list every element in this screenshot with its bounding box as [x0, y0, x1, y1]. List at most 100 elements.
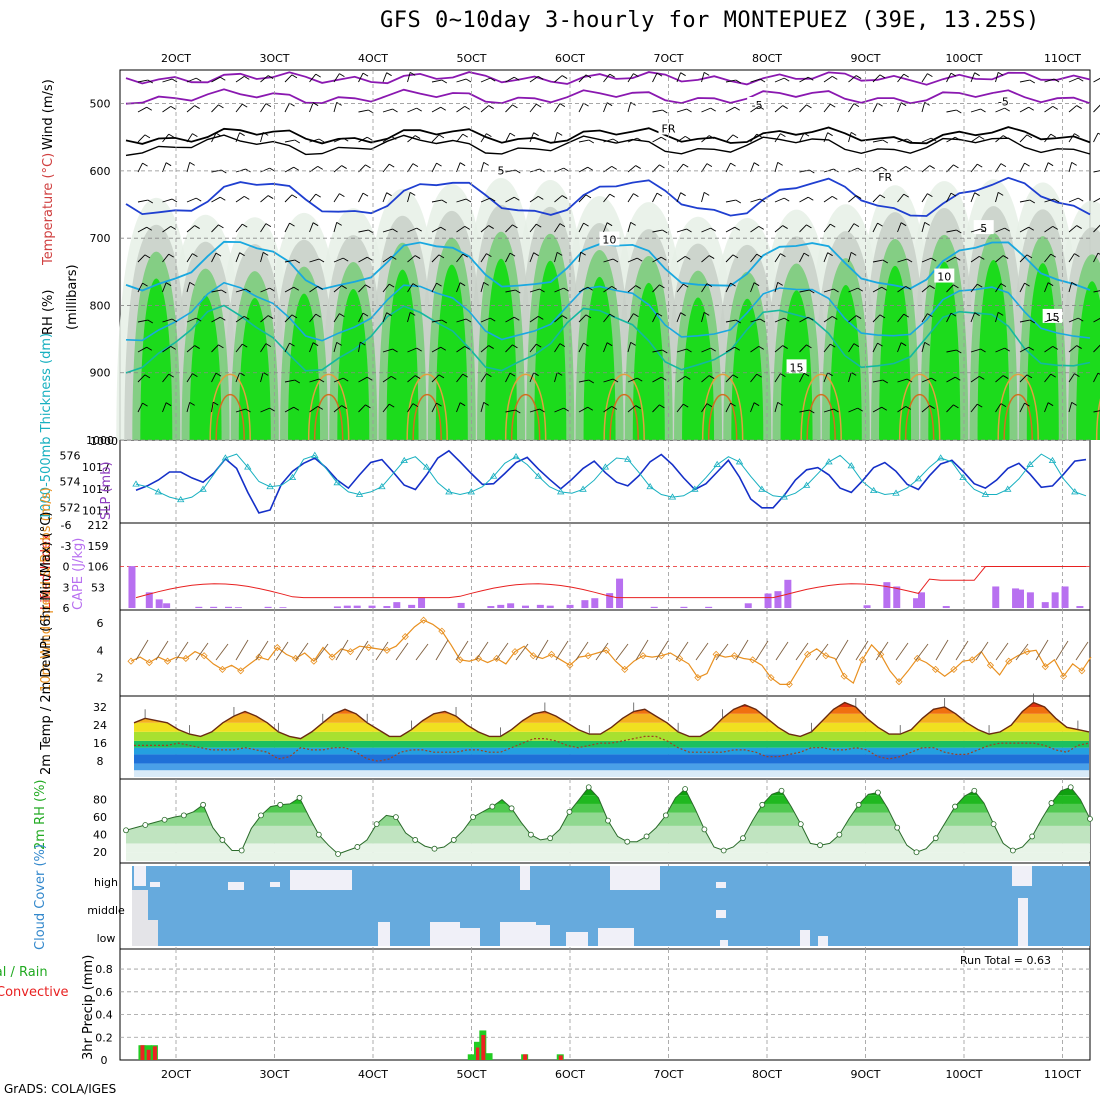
wind-barb-10m [755, 640, 769, 661]
rh-marker [836, 831, 843, 838]
cape-bar [1012, 588, 1020, 608]
wind-barb [407, 375, 416, 383]
wind-barb [137, 346, 147, 353]
wind-barb [897, 138, 908, 143]
wind-barb [260, 252, 264, 263]
wind-barb [848, 287, 858, 293]
label-upper-wind: Wind (m/s) [41, 79, 56, 150]
wind-barb [921, 257, 932, 263]
wind-barb-flag [882, 139, 889, 144]
wind-barb [407, 107, 417, 113]
wind-barb-flag [440, 346, 447, 351]
cape-bar [234, 607, 242, 608]
wind-barb-flag [906, 378, 913, 383]
wind-barb-flag [905, 285, 911, 290]
wind-barb [774, 162, 779, 173]
wind-barb-flag [144, 134, 151, 139]
thickness-marker [1071, 488, 1079, 495]
wind-barb [872, 286, 882, 293]
wind-barb [260, 343, 267, 353]
wind-barb-flag [611, 165, 617, 170]
temp-warm-contour [800, 373, 842, 441]
wind-barb-flag [777, 281, 783, 286]
wind-barb [431, 374, 440, 383]
wind-barb-flag [1000, 163, 1007, 167]
precip-conv-bar [523, 1054, 528, 1060]
wind-barb-flag [929, 165, 935, 169]
wind-barb [823, 408, 834, 413]
wind-speed-marker [383, 646, 391, 654]
wind-barb-flag [686, 228, 692, 233]
wind-barb [480, 133, 487, 143]
wind-barb-flag [1077, 197, 1084, 202]
cape-bar [680, 606, 688, 608]
wind-barb-10m [435, 639, 449, 661]
wind-barb-flag [927, 193, 933, 197]
wind-barb [799, 196, 809, 203]
wind-barb-flag [585, 74, 592, 79]
wind-barb-flag [661, 136, 667, 141]
cloud-gap [716, 882, 726, 888]
wind-barb-flag [976, 403, 983, 408]
rh-marker [1048, 800, 1055, 806]
label-wind: 10m Wind Speed & Barbs (m/s) [39, 487, 54, 692]
wind-barb [1044, 345, 1054, 353]
wind-barb-flag [409, 71, 416, 76]
wind-barb-flag [192, 373, 198, 377]
wind-barb-flag [877, 222, 883, 227]
thickness-marker [735, 458, 744, 465]
wind-barb-flag [661, 376, 667, 381]
wind-barb-flag [730, 402, 736, 407]
wind-barb-10m [615, 643, 629, 661]
temp-warm-contour [307, 373, 350, 441]
wind-barb-flag [318, 138, 325, 143]
wind-barb [309, 405, 319, 413]
wind-barb [284, 342, 290, 353]
wind-barb [456, 133, 464, 143]
x-tick-top: 6OCT [555, 52, 585, 65]
wind-barb [456, 373, 464, 383]
wind-barb [431, 162, 437, 173]
wind-barb-flag [1029, 79, 1036, 84]
wind-barb [456, 345, 466, 353]
wind-barb-flag [221, 289, 227, 294]
label-lifted-index: Lifted Index [39, 533, 54, 610]
thickness-line [135, 453, 1087, 501]
y-tick-1000: 1000 [90, 435, 118, 448]
wind-speed-marker [895, 678, 903, 686]
wind-barb [137, 162, 143, 173]
wind-barb-flag [806, 224, 812, 229]
wind-barb [1019, 79, 1030, 83]
wind-barb-flag [976, 283, 983, 288]
wind-barb-flag [881, 406, 888, 411]
wind-barb [162, 318, 173, 323]
y-tick-li: -3 [61, 540, 72, 553]
wind-barb-flag [703, 191, 710, 196]
rh-marker [123, 827, 129, 834]
wind-barb-flag [392, 108, 398, 113]
wind-barb-flag [636, 257, 643, 262]
wind-barb [529, 372, 535, 383]
wind-barb [970, 375, 980, 383]
y-tick-wind: 4 [97, 644, 104, 657]
wind-barb-flag [293, 286, 300, 291]
wind-barb [652, 404, 660, 413]
wind-barb-flag [585, 314, 592, 319]
label-millibars: (millibars) [65, 264, 80, 330]
wind-barb-flag [808, 196, 814, 201]
wind-barb [505, 409, 516, 413]
y-tick-pressure: 900 [90, 367, 111, 380]
rh-marker [990, 821, 997, 828]
wind-barb-flag [706, 283, 713, 287]
wind-speed-marker [182, 654, 190, 663]
rh-marker [894, 824, 901, 831]
wind-barb-10m [995, 642, 1009, 661]
wind-barb-flag [662, 109, 668, 114]
wind-barb-flag [533, 372, 539, 377]
wind-barb [235, 288, 246, 293]
wind-barb-flag [412, 163, 419, 167]
wind-barb [358, 192, 364, 203]
wind-barb-flag [1074, 253, 1080, 257]
wind-barb-flag [633, 73, 639, 77]
wind-barb-flag [1026, 254, 1033, 259]
